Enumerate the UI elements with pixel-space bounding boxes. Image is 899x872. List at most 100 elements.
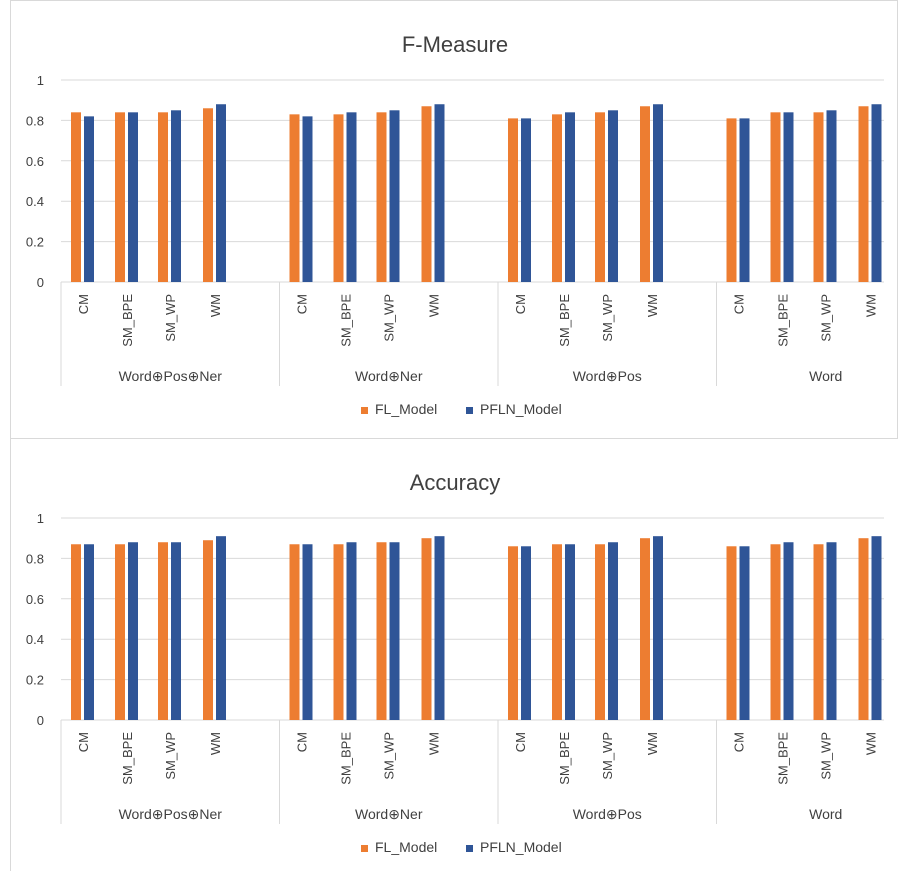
fl-model-bar bbox=[770, 544, 781, 720]
fl-model-bar bbox=[726, 546, 737, 720]
category-label: SM_BPE bbox=[339, 732, 354, 785]
y-tick-label: 0.2 bbox=[26, 235, 44, 250]
fl-model-bar bbox=[71, 112, 81, 282]
fl-model-bar bbox=[289, 544, 300, 720]
fl-model-bar bbox=[595, 112, 605, 282]
pfln-model-bar bbox=[434, 536, 445, 720]
legend-label: FL_Model bbox=[375, 401, 437, 417]
pfln-model-bar bbox=[302, 116, 313, 282]
y-tick-label: 0.8 bbox=[26, 551, 44, 566]
fl-model-bar bbox=[813, 112, 824, 282]
fl-model-bar bbox=[508, 118, 518, 282]
category-label: CM bbox=[295, 294, 310, 314]
fl-model-bar bbox=[813, 544, 824, 720]
pfln-model-bar bbox=[128, 542, 138, 720]
pfln-model-bar bbox=[608, 110, 618, 282]
pfln-model-bar bbox=[389, 542, 400, 720]
fl-model-bar bbox=[640, 106, 650, 282]
pfln-model-bar bbox=[216, 104, 226, 283]
y-tick-label: 0.6 bbox=[26, 154, 44, 169]
category-label: CM bbox=[732, 732, 747, 752]
group-label: Word bbox=[809, 806, 842, 822]
y-tick-label: 1 bbox=[37, 73, 44, 88]
pfln-model-bar bbox=[346, 542, 357, 720]
fl-model-bar bbox=[158, 542, 168, 720]
category-label: SM_WP bbox=[163, 732, 178, 780]
fl-model-bar bbox=[508, 546, 518, 720]
category-label: SM_WP bbox=[382, 732, 397, 780]
fl-model-bar bbox=[289, 114, 300, 282]
pfln-model-bar bbox=[171, 110, 181, 282]
category-label: SM_WP bbox=[163, 294, 178, 342]
category-label: SM_BPE bbox=[776, 732, 791, 785]
pfln-model-bar bbox=[565, 544, 575, 720]
f-measure-chart-panel: F-Measure 0 0.2 0.4 0.6 0.8 1 CM SM_BPE SM_WP WM Wo… bbox=[10, 0, 898, 438]
pfln-model-legend-swatch bbox=[466, 407, 473, 414]
pfln-model-bar bbox=[871, 104, 882, 283]
pfln-model-bar bbox=[84, 544, 94, 720]
legend-label: PFLN_Model bbox=[480, 839, 562, 855]
fl-model-bar bbox=[71, 544, 81, 720]
fl-model-bar bbox=[203, 540, 213, 720]
category-label: SM_BPE bbox=[557, 732, 572, 785]
category-label: WM bbox=[427, 294, 442, 317]
y-tick-label: 0.4 bbox=[26, 632, 44, 647]
pfln-model-bar bbox=[608, 542, 618, 720]
fl-model-legend-swatch bbox=[361, 845, 368, 852]
fl-model-bar bbox=[376, 542, 387, 720]
pfln-model-bar bbox=[871, 536, 882, 720]
group-label: Word⊕Pos⊕Ner bbox=[119, 368, 223, 384]
y-tick-label: 0 bbox=[37, 713, 44, 728]
pfln-model-bar bbox=[434, 104, 445, 283]
group-label: Word⊕Ner bbox=[355, 806, 423, 822]
legend-label: FL_Model bbox=[375, 839, 437, 855]
category-label: SM_BPE bbox=[776, 294, 791, 347]
y-tick-label: 0.8 bbox=[26, 113, 44, 128]
pfln-model-bar bbox=[739, 546, 750, 720]
chart-title: Accuracy bbox=[410, 470, 500, 495]
pfln-model-bar bbox=[346, 112, 357, 282]
group-label: Word⊕Pos bbox=[573, 806, 642, 822]
pfln-model-bar bbox=[653, 536, 663, 720]
category-label: SM_WP bbox=[600, 294, 615, 342]
y-tick-label: 0.6 bbox=[26, 592, 44, 607]
pfln-model-bar bbox=[216, 536, 226, 720]
pfln-model-bar bbox=[521, 118, 531, 282]
pfln-model-bar bbox=[739, 118, 750, 282]
fl-model-bar bbox=[858, 538, 869, 720]
fl-model-bar bbox=[858, 106, 869, 282]
category-label: WM bbox=[864, 294, 879, 317]
category-label: WM bbox=[427, 732, 442, 755]
fl-model-bar bbox=[333, 544, 344, 720]
category-label: SM_BPE bbox=[120, 732, 135, 785]
y-tick-label: 0.2 bbox=[26, 673, 44, 688]
category-label: WM bbox=[645, 294, 660, 317]
category-label: SM_BPE bbox=[557, 294, 572, 347]
category-label: SM_WP bbox=[819, 294, 834, 342]
category-label: SM_BPE bbox=[120, 294, 135, 347]
legend-label: PFLN_Model bbox=[480, 401, 562, 417]
category-label: WM bbox=[208, 732, 223, 755]
pfln-model-legend-swatch bbox=[466, 845, 473, 852]
accuracy-chart: Accuracy 0 0.2 0.4 0.6 0.8 1 CM SM_BPE SM_WP WM Wor… bbox=[26, 470, 884, 855]
fl-model-bar bbox=[115, 112, 125, 282]
pfln-model-bar bbox=[653, 104, 663, 283]
chart-title: F-Measure bbox=[402, 32, 508, 57]
fl-model-bar bbox=[333, 114, 344, 282]
fl-model-bar bbox=[115, 544, 125, 720]
category-label: CM bbox=[732, 294, 747, 314]
pfln-model-bar bbox=[565, 112, 575, 282]
pfln-model-bar bbox=[826, 542, 837, 720]
y-tick-label: 0 bbox=[37, 275, 44, 290]
y-tick-label: 1 bbox=[37, 511, 44, 526]
fl-model-bar bbox=[376, 112, 387, 282]
category-label: SM_WP bbox=[819, 732, 834, 780]
accuracy-chart-panel: Accuracy 0 0.2 0.4 0.6 0.8 1 CM SM_BPE SM_WP WM Wor… bbox=[10, 438, 898, 871]
pfln-model-bar bbox=[389, 110, 400, 282]
fl-model-bar bbox=[640, 538, 650, 720]
category-label: CM bbox=[513, 732, 528, 752]
group-label: Word⊕Pos bbox=[573, 368, 642, 384]
f-measure-chart: F-Measure 0 0.2 0.4 0.6 0.8 1 CM SM_BPE SM_WP WM Wo… bbox=[26, 32, 884, 417]
fl-model-bar bbox=[552, 544, 562, 720]
category-label: CM bbox=[513, 294, 528, 314]
